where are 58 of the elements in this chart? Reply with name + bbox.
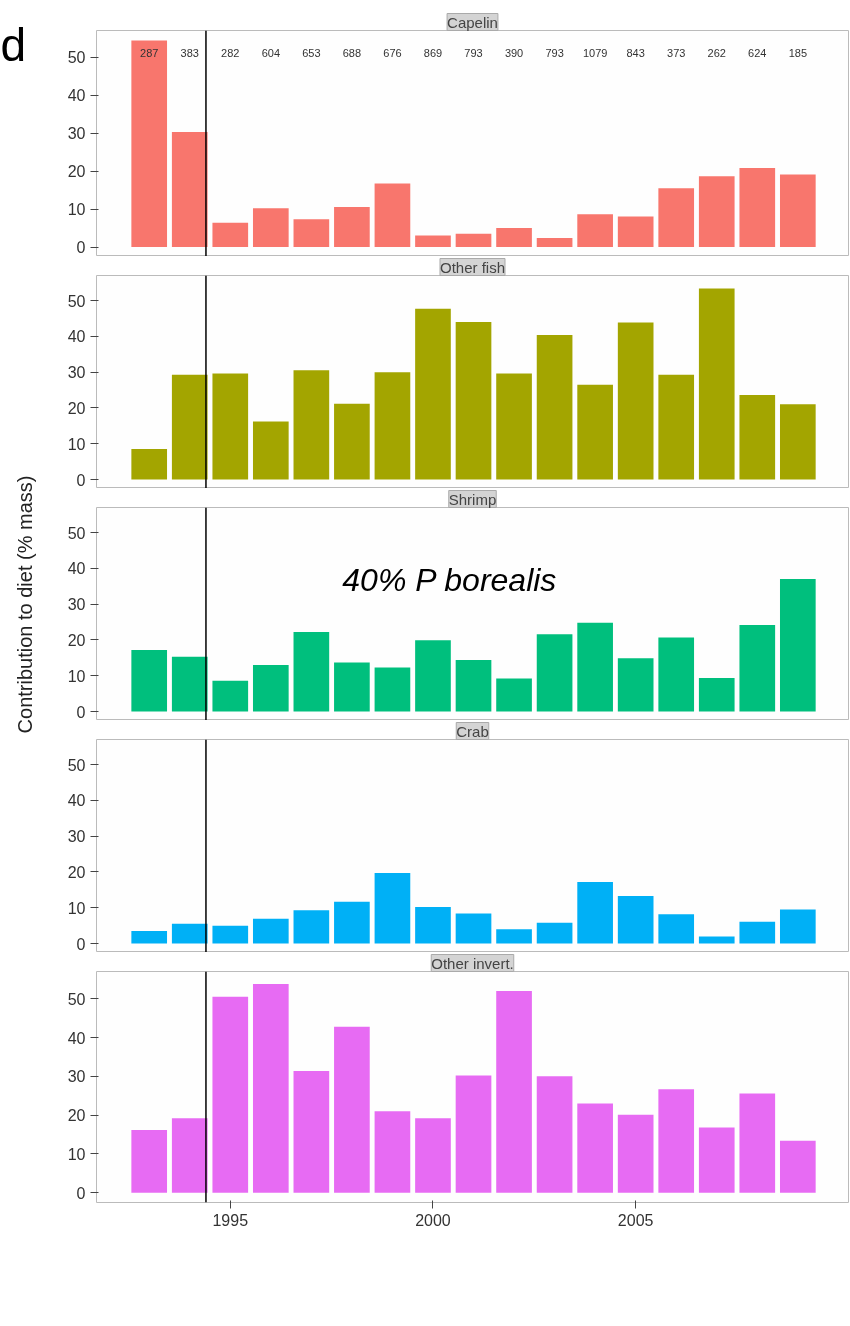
y-tick-label: 30	[67, 125, 86, 143]
text: d	[0, 18, 27, 71]
y-tick-label: 40	[67, 792, 86, 810]
y-tick-label: 50	[67, 292, 86, 310]
y-tick-label: 10	[67, 201, 86, 219]
chart-title: Crab	[456, 722, 489, 740]
annotation: 604	[261, 47, 280, 60]
y-tick-label: 10	[67, 435, 86, 453]
y-tick-label: 0	[76, 239, 86, 256]
x-tick-label: 2000	[415, 1211, 451, 1229]
x-tick-label: 1995	[212, 1211, 249, 1229]
y-tick-label: 10	[67, 667, 86, 685]
y-tick-label: 10	[67, 1145, 86, 1163]
y-tick-label: 40	[67, 560, 86, 578]
y-tick-label: 20	[67, 631, 86, 649]
y-tick-label: 30	[67, 1068, 86, 1086]
y-tick-label: 30	[67, 364, 86, 382]
y-tick-label: 0	[76, 1184, 86, 1202]
y-tick-label: 0	[76, 935, 86, 953]
y-tick-label: 40	[67, 87, 86, 105]
annotation: 282	[221, 47, 240, 60]
y-axis-title: Contribution to diet (% mass)	[13, 475, 36, 734]
y-tick-label: 50	[67, 990, 86, 1008]
y-tick-label: 0	[76, 703, 86, 721]
annotation: 843	[626, 47, 645, 60]
annotation: 624	[748, 47, 767, 60]
annotation: 1079	[582, 47, 608, 60]
annotation: 869	[423, 47, 443, 60]
annotation: 390	[504, 47, 524, 60]
y-tick-label: 10	[67, 899, 86, 917]
annotation: 185	[788, 47, 808, 60]
annotation: 676	[383, 47, 402, 60]
y-tick-label: 20	[67, 1107, 86, 1125]
y-tick-label: 50	[67, 49, 86, 67]
annotation: 287	[140, 47, 159, 60]
chart-title: Shrimp	[448, 490, 497, 508]
y-tick-label: 40	[67, 1029, 86, 1047]
y-tick-label: 30	[67, 828, 86, 846]
annotation: 793	[545, 47, 564, 60]
x-tick-label: 2005	[617, 1211, 654, 1229]
y-tick-label: 50	[67, 756, 86, 774]
y-tick-label: 20	[67, 399, 86, 417]
annotation: 383	[180, 47, 199, 60]
y-tick-label: 50	[67, 524, 86, 542]
y-tick-label: 20	[67, 863, 86, 881]
annotation: 373	[667, 47, 686, 60]
chart-title: Other fish	[439, 258, 506, 276]
annotation: 653	[302, 47, 321, 60]
y-tick-label: 0	[76, 471, 86, 489]
y-tick-label: 20	[67, 163, 86, 181]
y-tick-label: 40	[67, 328, 86, 346]
annotation: 40% P borealis	[342, 561, 557, 598]
annotation: 262	[707, 47, 726, 60]
chart-title: Capelin	[447, 13, 498, 31]
chart-title: Other invert.	[431, 954, 514, 972]
annotation: 688	[342, 47, 362, 60]
annotation: 793	[464, 47, 483, 60]
y-tick-label: 30	[67, 596, 86, 614]
